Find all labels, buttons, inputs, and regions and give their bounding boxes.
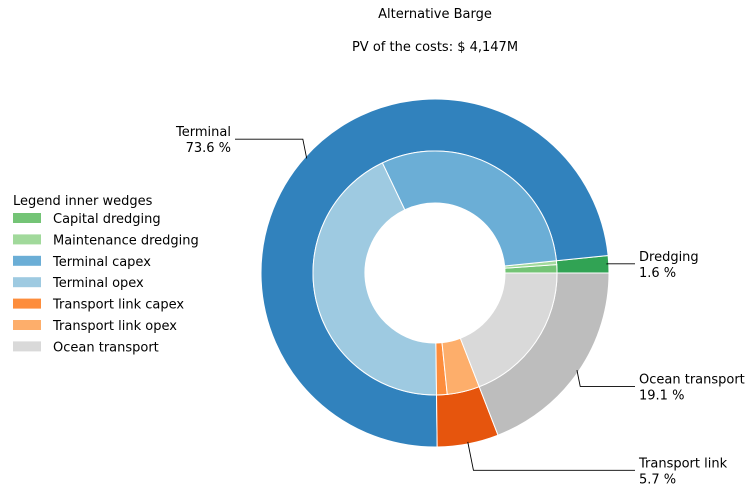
legend-swatch-terminal-capex [13, 255, 41, 266]
callout-percent-ocean-transport: 19.1 % [639, 388, 684, 403]
legend-label-capital-dredging: Capital dredging [53, 212, 161, 227]
inner-wedge-terminal-opex [312, 162, 438, 396]
callout-name-terminal: Terminal [175, 125, 231, 140]
callout-name-dredging: Dredging [639, 250, 699, 265]
legend-label-ocean-transport: Ocean transport [53, 340, 159, 355]
legend-title: Legend inner wedges [13, 194, 153, 209]
legend: Legend inner wedges Capital dredging Main… [13, 194, 199, 355]
legend-swatch-ocean-transport [13, 341, 41, 352]
chart-title: Alternative Barge [378, 7, 492, 22]
legend-swatch-transport-link-opex [13, 320, 41, 330]
legend-label-maintenance-dredging: Maintenance dredging [53, 233, 199, 248]
callout-line-dredging [606, 263, 635, 265]
inner-wedge-terminal-capex [381, 150, 557, 267]
legend-label-terminal-capex: Terminal capex [52, 255, 151, 270]
callout-line-ocean-transport [576, 370, 635, 387]
callout-name-transport-link: Transport link [638, 456, 728, 471]
callout-name-ocean-transport: Ocean transport [639, 372, 745, 387]
legend-swatch-transport-link-capex [13, 298, 41, 309]
callout-percent-dredging: 1.6 % [639, 266, 676, 281]
callout-percent-terminal: 73.6 % [186, 141, 231, 156]
callout-line-transport-link [467, 441, 635, 471]
inner-wedge-ocean-transport [459, 272, 558, 388]
legend-label-transport-link-opex: Transport link opex [52, 319, 177, 334]
legend-label-terminal-opex: Terminal opex [52, 276, 144, 291]
legend-swatch-terminal-opex [13, 277, 41, 288]
inner-ring [312, 150, 558, 396]
callout-percent-transport-link: 5.7 % [639, 472, 676, 487]
legend-label-transport-link-capex: Transport link capex [52, 298, 184, 313]
chart-subtitle: PV of the costs: $ 4,147M [352, 40, 518, 55]
legend-swatch-capital-dredging [13, 213, 41, 223]
legend-swatch-maintenance-dredging [13, 234, 41, 245]
callout-line-terminal [235, 138, 308, 159]
